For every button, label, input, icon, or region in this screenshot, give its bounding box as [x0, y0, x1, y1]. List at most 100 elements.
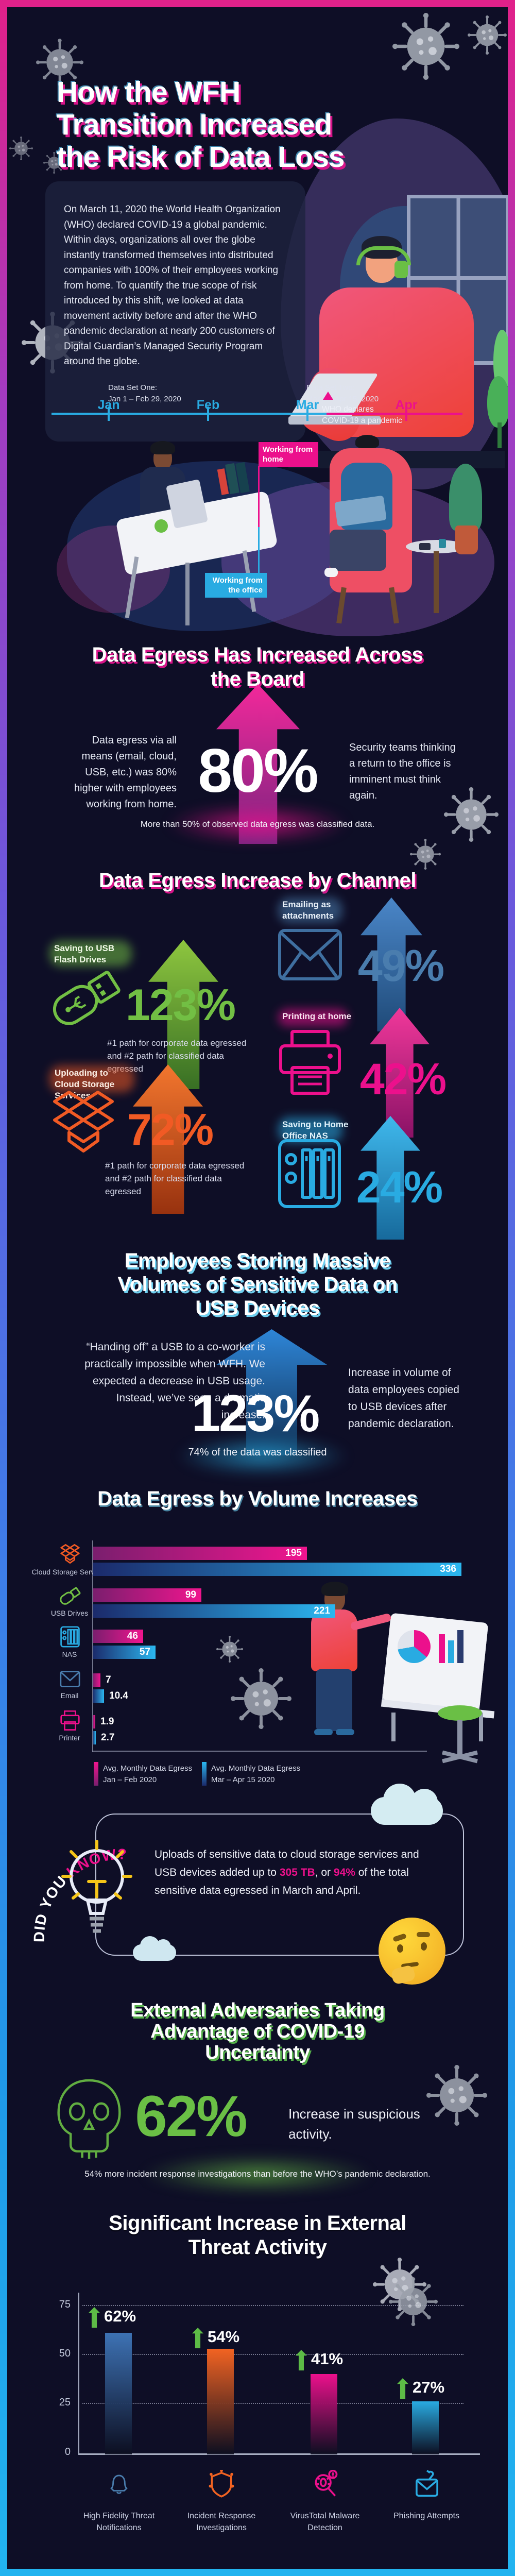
- x-axis-line: [92, 1751, 427, 1752]
- threat-bar-0: [105, 2333, 132, 2454]
- virus-icon: [392, 13, 459, 80]
- usb-stat: 123%: [191, 1385, 320, 1443]
- threat-cat-2: VirusTotal Malware Detection: [290, 2512, 360, 2532]
- channel-email-label: Emailing as attachments: [282, 900, 334, 921]
- volume-bar-series1-4: [93, 1731, 96, 1744]
- adversaries-caption: 54% more incident response investigation…: [84, 2169, 431, 2179]
- virus-icon: [9, 137, 33, 160]
- threat-pct-2: 41%: [311, 2350, 344, 2368]
- gridline-25: [82, 2403, 464, 2404]
- cloud-storage-icon: [60, 1544, 80, 1564]
- ytick-50: 50: [59, 2348, 71, 2359]
- legend-swatch-mar-apr: [202, 1762, 207, 1786]
- bell-icon: [110, 2475, 128, 2494]
- volume-bar-series1-1: [93, 1604, 335, 1618]
- ytick-75: 75: [59, 2299, 71, 2310]
- intro-text: On March 11, 2020 the World Health Organ…: [64, 204, 281, 367]
- volume-bar-value: 195: [285, 1548, 302, 1558]
- ytick-0: 0: [64, 2446, 71, 2458]
- y-axis-line: [78, 2293, 79, 2454]
- category-label: Printer: [59, 1734, 80, 1742]
- divider-line-blue: [258, 527, 260, 574]
- volume-bar-chart: Cloud Storage Services USB Drives NAS Em…: [0, 1525, 515, 1786]
- office-label: Working from the office: [205, 573, 267, 598]
- volume-bar-value: 336: [440, 1564, 456, 1574]
- threat-cat-3: Phishing Attempts: [393, 2512, 460, 2520]
- legend-swatch-jan-feb: [94, 1762, 98, 1786]
- volume-bar-series0-3: [93, 1673, 100, 1687]
- threat-bar-3: [412, 2401, 439, 2454]
- usb-flash-drive-icon: [60, 1587, 81, 1605]
- channel-cloud-note: #1 path for corporate data egressed and …: [105, 1161, 245, 1196]
- volume-bar-value: 46: [127, 1631, 138, 1641]
- nas-icon: [60, 1626, 80, 1648]
- divider-line-pink: [258, 466, 260, 527]
- volume-bar-value: 99: [185, 1589, 196, 1600]
- threat-bar-1: [207, 2349, 234, 2454]
- virus-icon: [410, 839, 441, 870]
- egress-left-text: Data egress via all means (email, cloud,…: [74, 735, 177, 810]
- section-title-threats: Significant Increase in External Threat A…: [109, 2212, 406, 2259]
- legend-label-jan-feb: Avg. Monthly Data Egress Jan – Feb 2020: [103, 1764, 193, 1784]
- didyouknow-text: Uploads of sensitive data to cloud stora…: [154, 1849, 419, 1896]
- printer-icon: [279, 1030, 341, 1095]
- usb-right-text: Increase in volume of data employees cop…: [348, 1367, 459, 1430]
- volume-bar-value: 10.4: [109, 1690, 128, 1701]
- section-title-channels: Data Egress Increase by Channel: [99, 869, 416, 892]
- threat-cat-1: Incident Response Investigations: [187, 2512, 256, 2532]
- threat-bar-2: [311, 2374, 337, 2454]
- gridline-50: [82, 2354, 464, 2355]
- section-title-usb: Employees Storing Massive Volumes of Sens…: [117, 1249, 398, 1319]
- channel-usb-value: 123%: [126, 980, 236, 1030]
- virus-icon: [216, 1636, 243, 1663]
- up-arrow-small: [192, 2328, 203, 2348]
- malware-magnifier-icon: [315, 2470, 338, 2497]
- threat-pct-0: 62%: [104, 2307, 136, 2325]
- month-jan: Jan: [97, 398, 120, 412]
- virus-icon: [468, 15, 507, 55]
- month-mar: Mar: [296, 398, 319, 412]
- volume-bar-value: 7: [106, 1674, 111, 1685]
- threat-pct-1: 54%: [208, 2328, 240, 2346]
- virus-icon: [389, 2277, 438, 2326]
- channel-email-value: 49%: [357, 941, 444, 991]
- volume-bar-value: 57: [139, 1647, 150, 1657]
- virus-icon: [231, 1668, 291, 1729]
- up-arrow-small: [296, 2350, 307, 2370]
- section-title-volume-chart: Data Egress by Volume Increases: [97, 1487, 418, 1510]
- printer-icon: [60, 1710, 80, 1731]
- page-title: How the WFH Transition Increased the Ris…: [57, 76, 345, 174]
- volume-bar-series1-3: [93, 1689, 104, 1703]
- shield-circuit-icon: [209, 2470, 234, 2498]
- channel-print-label: Printing at home: [282, 1011, 352, 1021]
- volume-bar-value: 221: [314, 1605, 330, 1616]
- threat-pct-3: 27%: [413, 2378, 445, 2396]
- egress-caption: More than 50% of observed data egress wa…: [140, 819, 375, 829]
- stool-illustration: [433, 1705, 489, 1777]
- threat-cat-0: High Fidelity Threat Notifications: [83, 2512, 155, 2532]
- channel-nas-value: 24%: [356, 1163, 443, 1212]
- ytick-25: 25: [59, 2397, 71, 2408]
- timeline-line-blue: [52, 413, 327, 415]
- office-scene-illustration: [93, 433, 278, 629]
- volume-bar-series0-4: [93, 1715, 95, 1728]
- month-feb: Feb: [196, 398, 220, 412]
- up-arrow-small: [397, 2378, 408, 2399]
- who-marker-triangle: [323, 392, 333, 400]
- legend-label-mar-apr: Avg. Monthly Data Egress Mar – Apr 15 20…: [211, 1764, 301, 1784]
- threat-bar-chart: 75 50 25 0 62% 54% 41% 27%: [0, 2277, 515, 2566]
- home-scene-illustration: [309, 433, 484, 634]
- usb-caption: 74% of the data was classified: [188, 1447, 327, 1458]
- channel-print-value: 42%: [359, 1055, 447, 1104]
- virus-icon: [444, 787, 499, 842]
- virus-icon: [426, 2065, 487, 2126]
- phishing-mail-icon: [416, 2470, 438, 2497]
- email-envelope-icon: [60, 1671, 80, 1687]
- cloud-icon: [360, 1784, 453, 1830]
- lightbulb-icon: [61, 1840, 132, 1933]
- egress-stat: 80%: [198, 736, 318, 805]
- section-title-adversaries: External Adversaries Taking Advantage of …: [130, 1999, 385, 2063]
- person-working-illustration: [288, 216, 505, 469]
- up-arrow-small: [89, 2307, 100, 2328]
